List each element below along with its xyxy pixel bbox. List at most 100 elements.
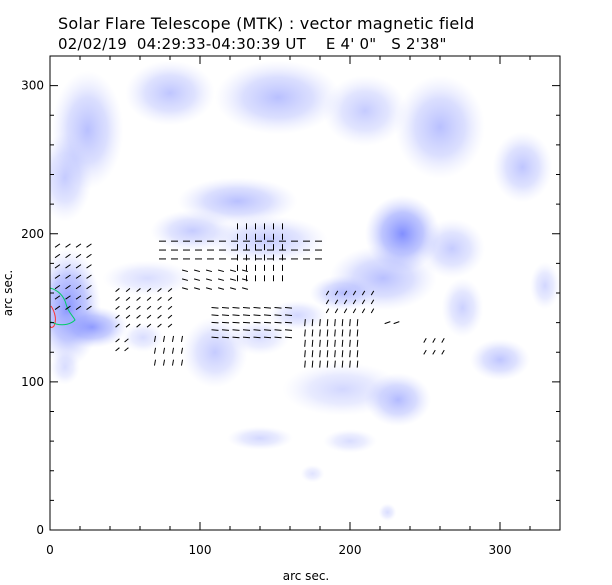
field-vector	[136, 323, 141, 328]
field-vector	[304, 319, 306, 327]
field-vector	[211, 307, 219, 309]
field-vector	[304, 329, 306, 337]
field-vector	[432, 337, 436, 343]
field-vector	[311, 319, 314, 327]
field-vector	[311, 360, 314, 368]
field-vector	[432, 349, 436, 355]
field-vector	[253, 314, 261, 317]
field-vector	[334, 290, 339, 296]
field-vector	[384, 321, 391, 325]
intensity-blob	[50, 349, 80, 385]
field-vector	[349, 339, 351, 347]
field-vector	[153, 347, 157, 354]
field-vector	[125, 296, 131, 301]
field-vector	[326, 329, 329, 337]
field-vector	[65, 274, 71, 279]
field-vector	[334, 319, 336, 327]
field-vector	[356, 339, 359, 347]
field-vector	[217, 278, 225, 281]
field-vector	[146, 314, 152, 319]
field-vector	[193, 287, 201, 290]
field-vector	[263, 321, 272, 324]
field-vector	[325, 308, 330, 314]
field-vector	[311, 339, 314, 347]
field-vector	[253, 321, 261, 324]
field-vector	[75, 264, 82, 269]
field-vector	[441, 337, 445, 343]
field-vector	[54, 305, 61, 310]
intensity-blob	[50, 133, 92, 222]
field-vector	[253, 329, 261, 331]
field-vector	[319, 350, 321, 358]
plot-frame	[49, 55, 561, 531]
intensity-blob	[102, 260, 193, 296]
field-vector	[356, 360, 359, 368]
field-vector	[349, 329, 351, 337]
field-vector	[356, 319, 359, 327]
field-vector	[65, 264, 71, 269]
field-vector	[304, 350, 306, 358]
field-vector	[75, 305, 82, 310]
field-vector	[263, 336, 272, 339]
chart-title: Solar Flare Telescope (MTK) : vector mag…	[58, 14, 475, 33]
field-vector	[146, 305, 152, 310]
field-vector	[242, 307, 251, 309]
field-vector	[115, 314, 120, 319]
field-vector	[54, 284, 61, 290]
field-vector	[263, 307, 272, 309]
intensity-blob	[323, 429, 377, 453]
intensity-blob	[530, 261, 560, 310]
field-vector	[115, 296, 120, 301]
field-vector	[263, 314, 272, 317]
field-vector	[124, 347, 129, 352]
field-vector	[86, 274, 92, 279]
field-vector	[319, 329, 321, 337]
field-vector	[284, 314, 293, 317]
field-vector	[181, 278, 189, 281]
x-tick-label: 300	[489, 543, 512, 557]
intensity-blob	[323, 75, 407, 147]
field-vector	[343, 308, 348, 314]
field-vector	[325, 290, 330, 296]
intensity-blob	[125, 60, 215, 126]
field-vector	[193, 269, 201, 273]
field-vector	[232, 314, 240, 317]
field-vector	[349, 319, 351, 327]
y-tick-label: 100	[21, 375, 44, 389]
field-vector	[167, 305, 173, 310]
y-tick-label: 200	[21, 227, 44, 241]
field-vector	[232, 307, 240, 309]
field-vector	[370, 290, 375, 296]
intensity-blob	[419, 218, 485, 279]
x-tick-label: 0	[46, 543, 54, 557]
field-vector	[171, 347, 175, 354]
field-vector	[180, 359, 184, 366]
field-vector	[343, 299, 348, 305]
field-vector	[75, 243, 82, 248]
field-vector	[319, 360, 321, 368]
x-tick-label: 100	[189, 543, 212, 557]
field-vector	[65, 284, 71, 290]
field-vector	[242, 336, 251, 339]
field-vector	[171, 359, 175, 366]
field-vector	[242, 314, 251, 317]
field-vector	[325, 299, 330, 305]
intensity-blob	[150, 210, 235, 252]
field-vector	[221, 307, 230, 309]
field-vector	[54, 264, 61, 269]
intensity-blob	[227, 426, 293, 451]
intensity-blob	[378, 503, 397, 522]
vector-field	[54, 223, 445, 368]
field-vector	[221, 321, 230, 324]
field-vector	[146, 296, 152, 301]
field-vector	[441, 349, 445, 355]
field-vector	[65, 253, 71, 259]
field-vector	[153, 359, 157, 366]
field-vector	[274, 336, 282, 339]
y-tick-label: 300	[21, 79, 44, 93]
field-vector	[352, 308, 357, 314]
x-tick-label: 200	[339, 543, 362, 557]
field-vector	[125, 288, 131, 293]
